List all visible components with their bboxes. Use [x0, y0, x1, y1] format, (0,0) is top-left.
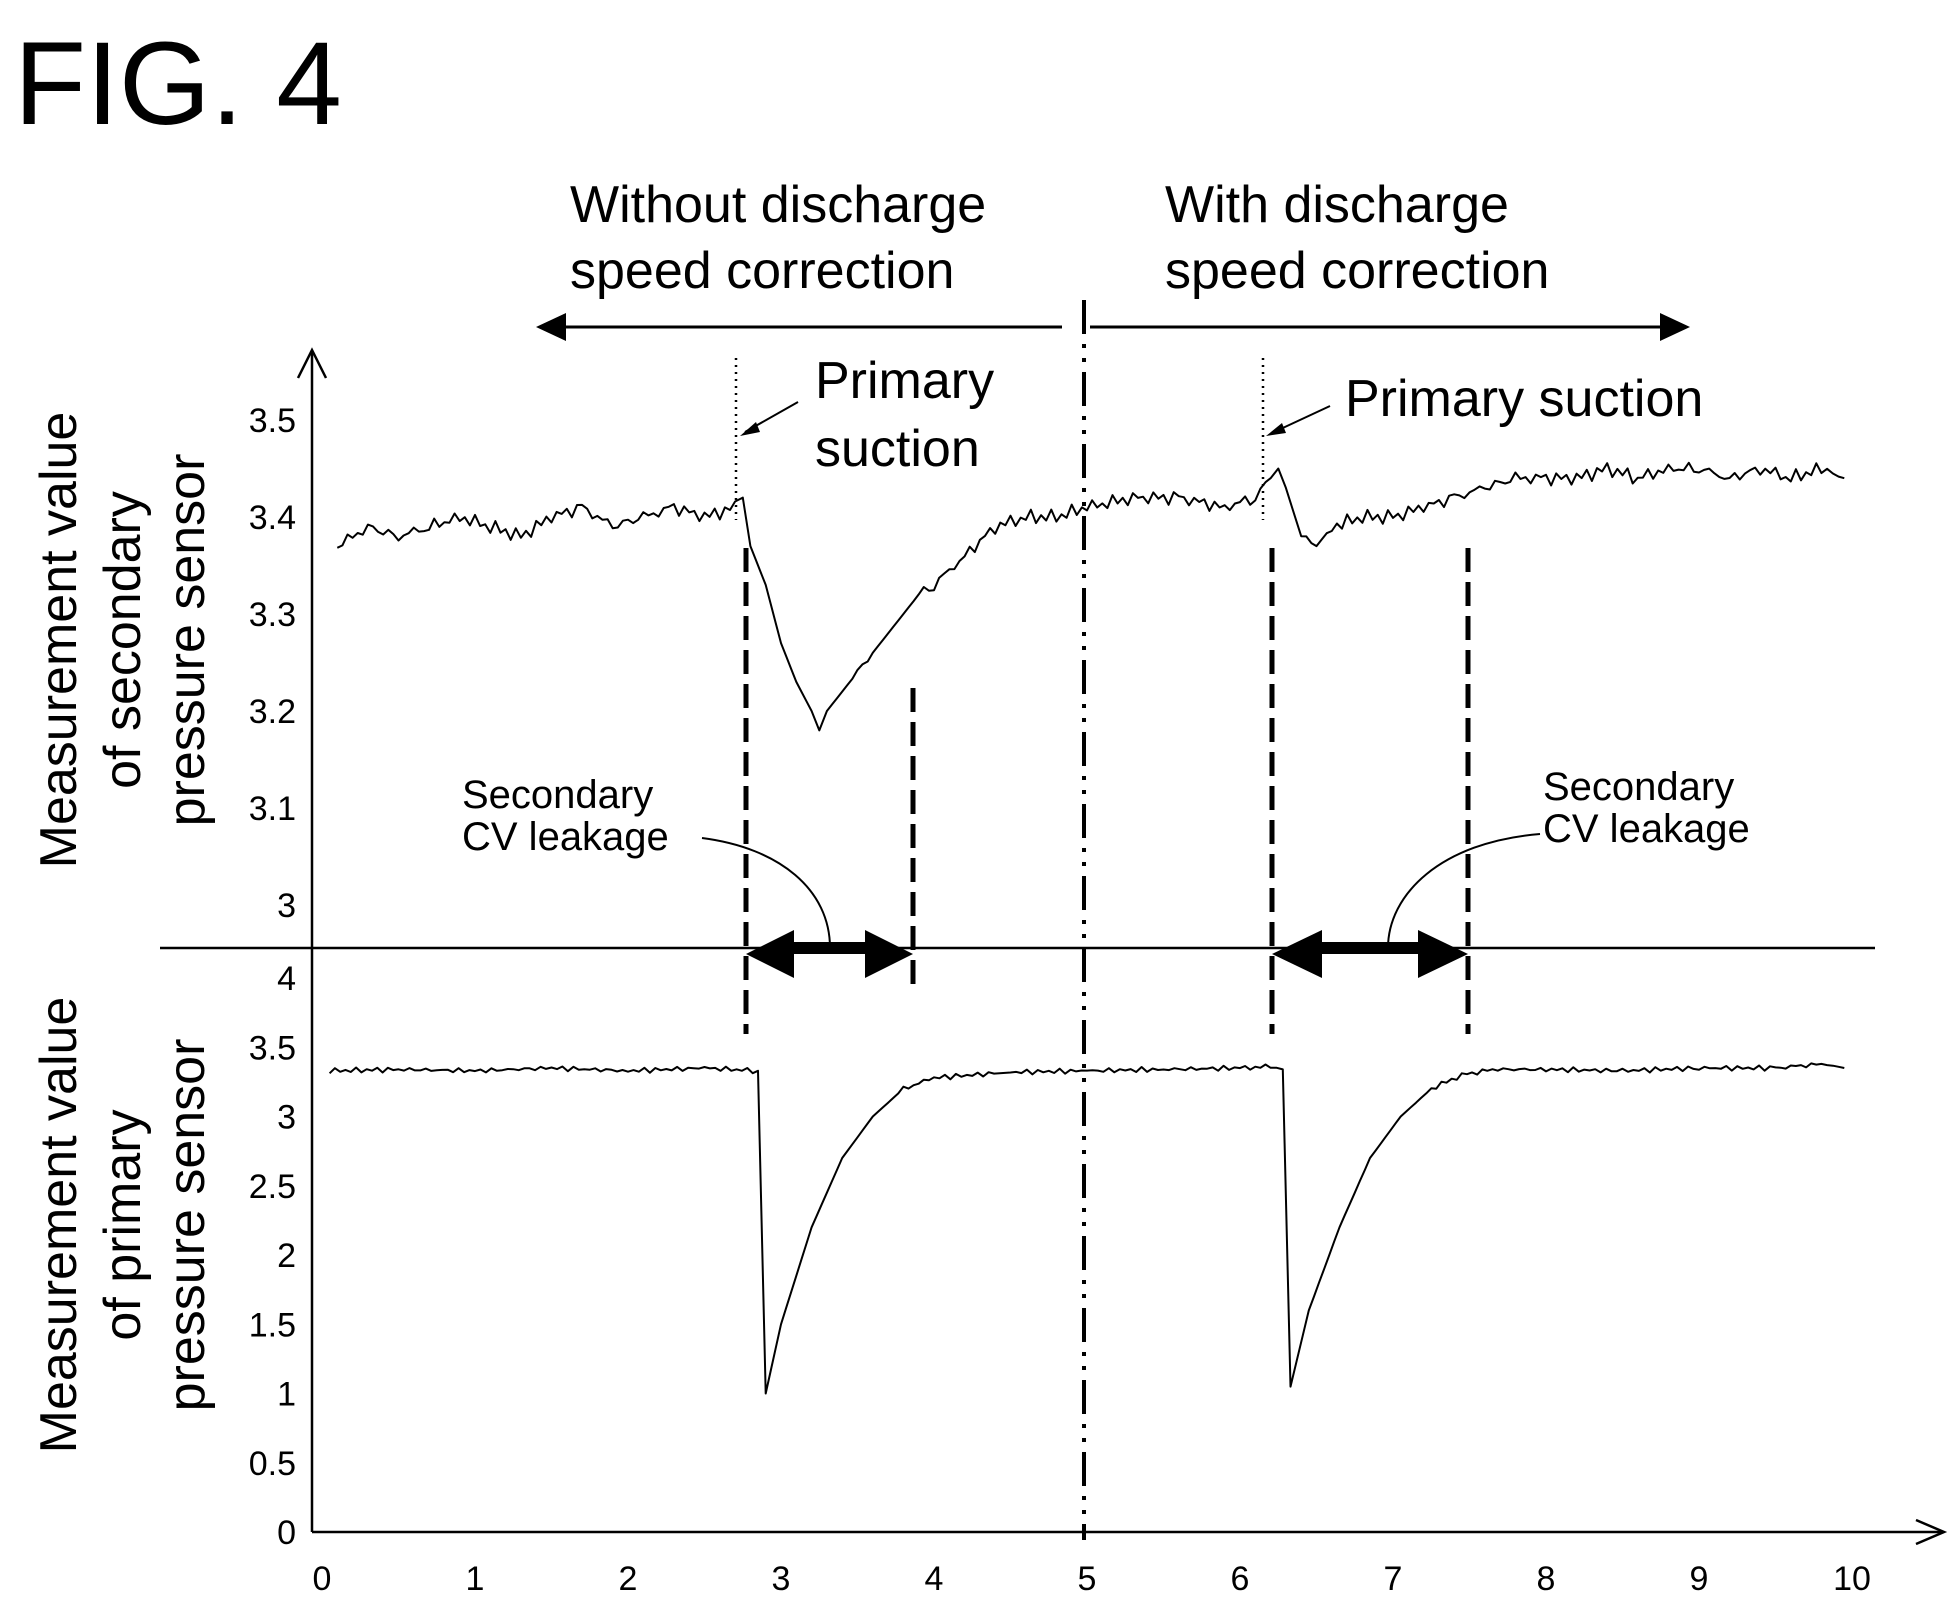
leakage-left-double-arrow [746, 930, 913, 978]
bottom-ylabel-line2: of primary [94, 1109, 152, 1340]
left-region-label-line1: Without discharge [570, 176, 986, 234]
secondary-pressure-series [336, 461, 1845, 732]
bottom-ytick-label: 2.5 [249, 1168, 296, 1206]
bottom-ytick-label: 0.5 [249, 1445, 296, 1483]
left-region-arrowhead [536, 313, 566, 341]
top-ytick-label: 3.2 [249, 693, 296, 731]
bottom-ytick-label: 3.5 [249, 1029, 296, 1067]
x-tick-label: 10 [1833, 1560, 1871, 1598]
x-tick-label: 9 [1690, 1560, 1709, 1598]
top-ylabel-line3: pressure sensor [158, 454, 216, 827]
leakage-left-line2: CV leakage [462, 815, 669, 859]
leakage-right-line2: CV leakage [1543, 807, 1750, 851]
x-tick-label: 0 [313, 1560, 332, 1598]
bottom-ytick-label: 1 [277, 1376, 296, 1414]
top-ylabel-line1: Measurement value [30, 412, 88, 869]
primary-suction-right-label: Primary suction [1345, 370, 1703, 428]
x-tick-label: 5 [1078, 1560, 1097, 1598]
primary-suction-right-pointer-head [1266, 423, 1286, 436]
y-axis-arrowhead [296, 347, 328, 379]
top-ylabel-line2: of secondary [94, 491, 152, 789]
x-tick-label: 6 [1231, 1560, 1250, 1598]
right-region-label-line2: speed correction [1165, 242, 1549, 300]
bottom-ytick-label: 3 [277, 1099, 296, 1137]
bottom-ytick-label: 0 [277, 1514, 296, 1552]
x-axis-arrowhead [1915, 1518, 1948, 1546]
primary-suction-left-pointer-head [740, 422, 760, 436]
top-yticks: 3.5 3.4 3.3 3.2 3.1 3 [249, 402, 296, 925]
x-tick-label: 1 [466, 1560, 485, 1598]
bottom-ytick-label: 1.5 [249, 1306, 296, 1344]
x-tick-label: 3 [772, 1560, 791, 1598]
bottom-ytick-label: 2 [277, 1237, 296, 1275]
primary-pressure-series [328, 1062, 1845, 1395]
primary-suction-left-line1: Primary [815, 352, 994, 410]
bottom-ylabel-line1: Measurement value [30, 997, 88, 1454]
right-region-label-line1: With discharge [1165, 176, 1509, 234]
figure-title: FIG. 4 [14, 18, 342, 150]
x-tick-label: 7 [1384, 1560, 1403, 1598]
leakage-right-line1: Secondary [1543, 765, 1734, 809]
top-ytick-label: 3.3 [249, 596, 296, 634]
series-lines [328, 461, 1845, 1395]
top-ytick-label: 3.1 [249, 790, 296, 828]
primary-suction-left-line2: suction [815, 420, 980, 478]
leakage-left-callout [701, 837, 831, 949]
bottom-ylabel-line3: pressure sensor [158, 1039, 216, 1412]
bottom-ytick-label: 4 [277, 960, 296, 998]
top-ytick-label: 3.5 [249, 402, 296, 440]
bottom-yticks: 4 3.5 3 2.5 2 1.5 1 0.5 0 [249, 960, 296, 1552]
leakage-left-line1: Secondary [462, 773, 653, 817]
leakage-right-callout [1387, 833, 1541, 949]
right-region-arrowhead [1660, 313, 1690, 341]
top-ytick-label: 3.4 [249, 499, 296, 537]
xticks: 0 1 2 3 4 5 6 7 8 9 10 [313, 1560, 1871, 1598]
x-tick-label: 8 [1537, 1560, 1556, 1598]
left-region-label-line2: speed correction [570, 242, 954, 300]
x-tick-label: 4 [925, 1560, 944, 1598]
top-ytick-label: 3 [277, 887, 296, 925]
top-ylabel: Measurement value of secondary pressure … [30, 412, 216, 869]
x-tick-label: 2 [619, 1560, 638, 1598]
bottom-ylabel: Measurement value of primary pressure se… [30, 997, 216, 1454]
leakage-right-double-arrow [1272, 930, 1468, 978]
